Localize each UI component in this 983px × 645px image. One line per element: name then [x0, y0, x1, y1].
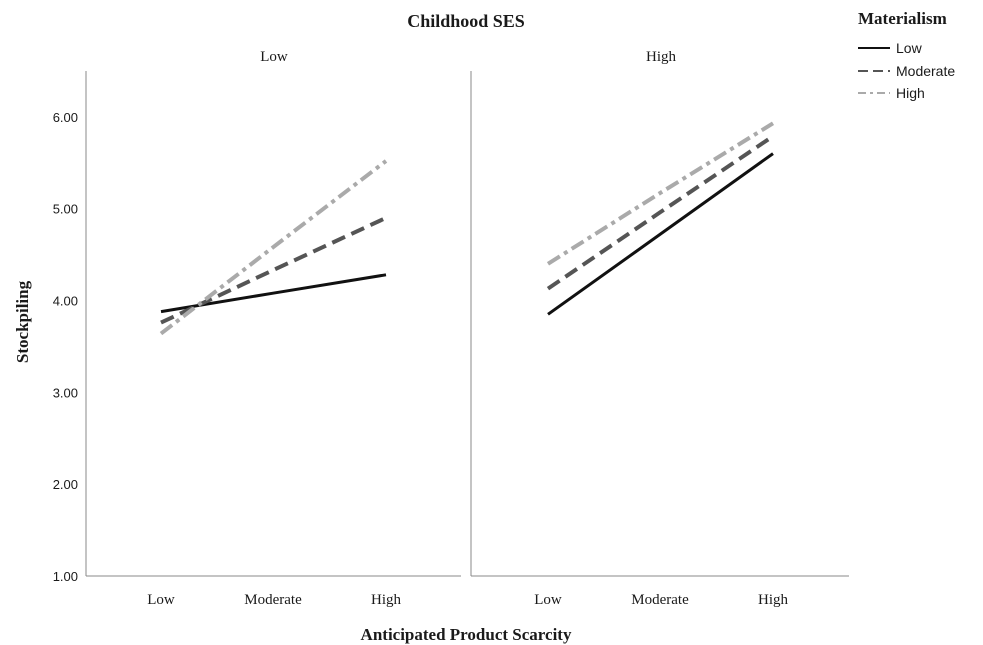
- legend: Materialism Low Moderate High: [858, 9, 955, 101]
- y-tick-label: 1.00: [53, 569, 78, 584]
- y-tick-labels: 1.00 2.00 3.00 4.00 5.00 6.00: [53, 110, 78, 584]
- x-tick-labels-right: Low Moderate High: [534, 592, 788, 608]
- series-line-low-panel-low: [161, 275, 386, 312]
- y-axis-label: Stockpiling: [13, 280, 32, 363]
- x-tick-label: Low: [534, 592, 562, 608]
- series-line-moderate-panel-high: [548, 136, 773, 288]
- series-line-high-panel-high: [548, 123, 773, 263]
- series-line-low-panel-high: [548, 154, 773, 315]
- legend-label-low: Low: [896, 40, 923, 56]
- x-axis-label: Anticipated Product Scarcity: [361, 625, 572, 644]
- y-tick-label: 2.00: [53, 477, 78, 492]
- y-tick-label: 3.00: [53, 385, 78, 400]
- y-tick-label: 4.00: [53, 294, 78, 309]
- chart-title: Childhood SES: [407, 11, 525, 31]
- panel-left-axes: [86, 71, 461, 576]
- legend-title: Materialism: [858, 9, 947, 28]
- y-tick-label: 6.00: [53, 110, 78, 125]
- x-tick-labels-left: Low Moderate High: [147, 592, 401, 608]
- series-group-left: [161, 161, 386, 334]
- y-tick-label: 5.00: [53, 202, 78, 217]
- x-tick-label: Moderate: [244, 592, 302, 608]
- panel-right-axes: [471, 71, 849, 576]
- legend-label-high: High: [896, 85, 925, 101]
- x-tick-label: High: [371, 592, 402, 608]
- legend-label-moderate: Moderate: [896, 63, 955, 79]
- x-tick-label: Moderate: [631, 592, 689, 608]
- panel-label-right: High: [646, 49, 677, 65]
- series-line-high-panel-low: [161, 161, 386, 334]
- series-group-right: [548, 123, 773, 314]
- panel-label-left: Low: [260, 49, 288, 65]
- x-tick-label: High: [758, 592, 789, 608]
- x-tick-label: Low: [147, 592, 175, 608]
